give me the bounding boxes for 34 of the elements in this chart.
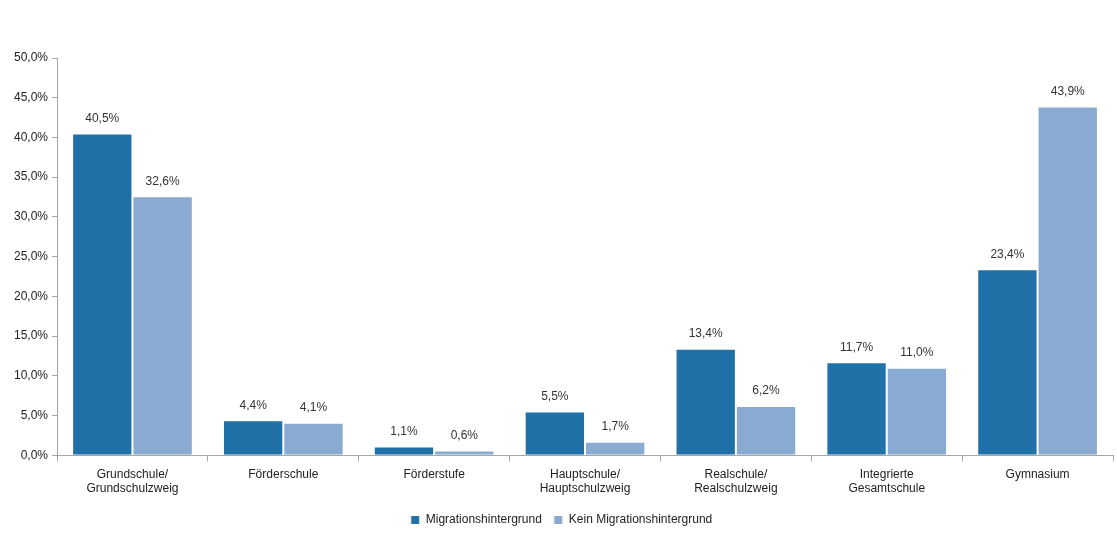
data-label: 32,6% xyxy=(145,173,180,188)
y-tick-label: 40,0% xyxy=(13,129,49,144)
y-tick-label: 25,0% xyxy=(13,248,49,263)
legend-label: Migrationshintergrund xyxy=(425,512,542,527)
data-label: 43,9% xyxy=(1050,83,1086,98)
data-label: 11,0% xyxy=(900,345,934,360)
x-tick-label: Gymnasium xyxy=(1005,466,1070,481)
data-label: 11,7% xyxy=(839,339,874,354)
y-tick-label: 0,0% xyxy=(20,447,49,462)
data-label: 6,2% xyxy=(752,383,781,398)
data-label: 5,5% xyxy=(541,388,569,403)
y-tick-label: 45,0% xyxy=(13,90,49,105)
x-tick-label: Grundschule/ Grundschulzweig xyxy=(86,466,179,496)
x-tick-label: Hauptschule/ Hauptschulzweig xyxy=(539,466,631,496)
data-label: 23,4% xyxy=(990,246,1025,261)
x-tick-label: Integrierte Gesamtschule xyxy=(848,466,926,496)
data-label: 0,6% xyxy=(450,427,479,442)
data-label: 4,1% xyxy=(299,399,328,414)
x-tick-label: Förderstufe xyxy=(403,466,466,481)
data-label: 13,4% xyxy=(688,326,724,341)
data-label: 1,1% xyxy=(390,423,418,438)
x-tick-label: Förderschule xyxy=(248,466,319,481)
y-tick-label: 15,0% xyxy=(13,328,49,343)
y-tick-label: 30,0% xyxy=(13,209,49,224)
data-label: 40,5% xyxy=(85,110,120,125)
y-tick-label: 50,0% xyxy=(13,50,49,65)
data-label: 1,7% xyxy=(601,419,630,434)
y-tick-label: 10,0% xyxy=(13,368,49,383)
data-label: 4,4% xyxy=(239,397,268,412)
y-tick-label: 20,0% xyxy=(13,288,49,303)
y-tick-label: 35,0% xyxy=(13,169,49,184)
y-tick-label: 5,0% xyxy=(20,407,49,422)
x-tick-label: Realschule/ Realschulzweig xyxy=(694,466,778,496)
legend-label: Kein Migrationshintergrund xyxy=(568,512,713,527)
